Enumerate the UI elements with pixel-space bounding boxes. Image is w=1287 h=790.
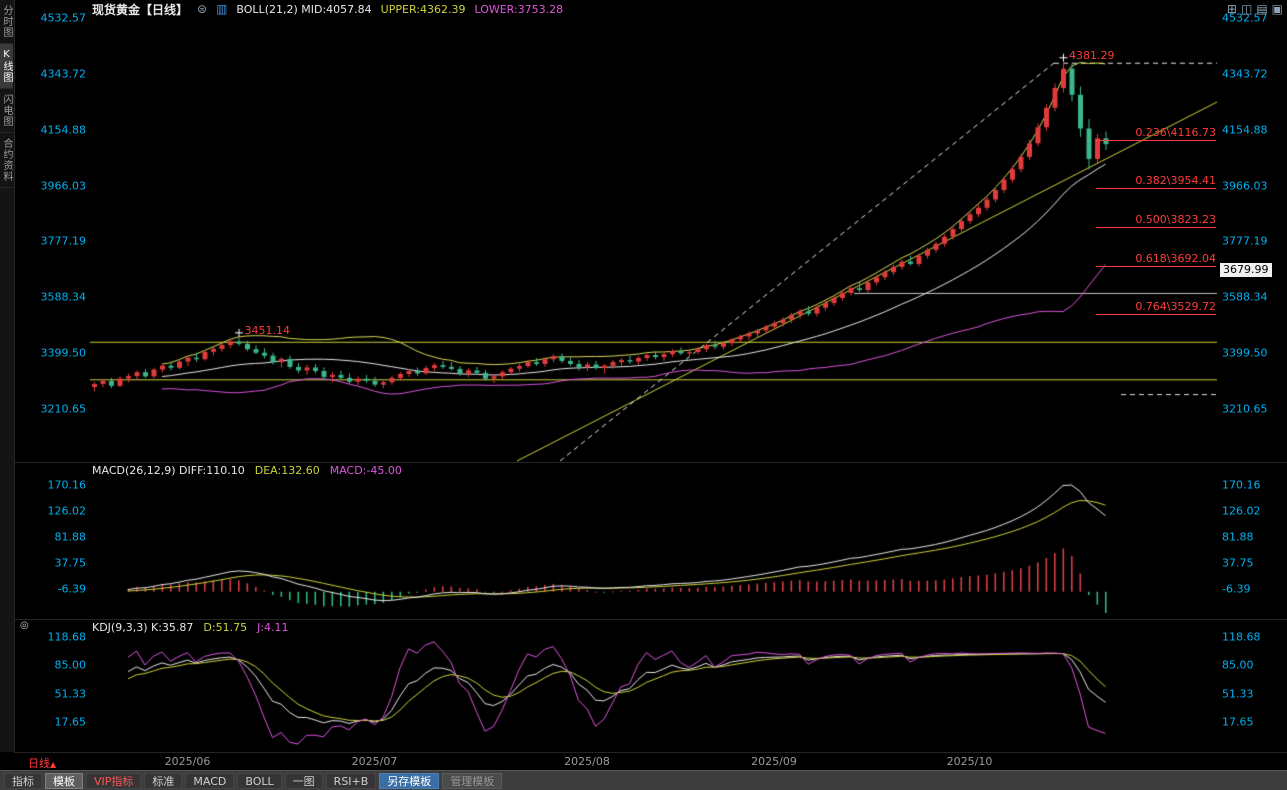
price-axis-label-left: 3588.34: [40, 290, 87, 304]
macd-axis-label-left: 81.88: [54, 530, 87, 544]
symbol-title: 现货黄金【日线】: [92, 2, 189, 17]
macd-axis-label-left: 170.16: [47, 478, 87, 492]
toolbar-templates[interactable]: 模板: [45, 772, 83, 789]
boll-lower-label: LOWER:3753.28: [474, 2, 564, 16]
macd-axis-label-right: 37.75: [1222, 556, 1254, 570]
price-axis-label-right: 3966.03: [1222, 179, 1268, 193]
kdj-axis-label-left: 51.33: [54, 687, 87, 701]
x-axis-label: 2025/08: [564, 755, 610, 768]
macd-dea-label: DEA:132.60: [254, 463, 320, 477]
macd-axis-label-right: 126.02: [1222, 504, 1261, 518]
layout-rows-icon[interactable]: ▤: [1256, 2, 1268, 16]
panel-divider: [14, 462, 1287, 463]
fib-level-label: 0.500\3823.23: [1096, 213, 1216, 228]
kdj-axis-label-left: 17.65: [54, 715, 87, 729]
macd-axis-label-left: 126.02: [47, 504, 87, 518]
kdj-axis-label-right: 118.68: [1222, 630, 1261, 644]
peak-price-label: 4381.29: [1069, 48, 1115, 62]
toolbar-save-template[interactable]: 另存模板: [379, 772, 440, 789]
fib-level-label: 0.618\3692.04: [1096, 252, 1216, 267]
price-axis-label-left: 3777.19: [40, 234, 87, 248]
layout-single-icon[interactable]: ▣: [1271, 2, 1283, 16]
period-selector[interactable]: 日线▲: [28, 755, 56, 771]
macd-axis-label-right: -6.39: [1222, 582, 1251, 596]
macd-axis-label-right: 81.88: [1222, 530, 1254, 544]
panel-divider: [14, 619, 1287, 620]
layout-controls: ⊞ ◫ ▤ ▣: [1227, 2, 1283, 16]
panel-divider: [14, 752, 1287, 753]
toolbar-vip-indicators[interactable]: VIP指标: [86, 772, 142, 789]
kdj-d-label: D:51.75: [203, 620, 248, 634]
toolbar-macd[interactable]: MACD: [185, 772, 235, 789]
toolbar-standard[interactable]: 标准: [144, 772, 183, 789]
macd-chart-canvas[interactable]: [14, 479, 1287, 619]
kdj-axis-label-right: 51.33: [1222, 687, 1254, 701]
price-chart-canvas[interactable]: [14, 18, 1287, 462]
layout-two-column-icon[interactable]: ◫: [1240, 2, 1253, 16]
kdj-axis-label-left: 85.00: [54, 658, 87, 672]
x-axis-label: 2025/07: [351, 755, 398, 768]
period-label: 日线: [28, 757, 50, 770]
macd-diff-label: MACD(26,12,9) DIFF:110.10: [92, 463, 245, 477]
kdj-axis-label-right: 85.00: [1222, 658, 1254, 672]
bottom-toolbar: 指标 模板 VIP指标 标准 MACD BOLL 一图 RSI+B 另存模板 管理模板: [0, 770, 1287, 790]
toolbar-indicators[interactable]: 指标: [4, 772, 42, 789]
price-axis-label-right: 3588.34: [1222, 290, 1268, 304]
boll-upper-label: UPPER:4362.39: [380, 2, 466, 16]
kdj-axis-label-left: 118.68: [47, 630, 87, 644]
symbol-settings-icon[interactable]: ⊜: [197, 2, 208, 16]
price-axis-label-right: 4532.57: [1222, 11, 1268, 25]
sidebar-tab-kline-chart[interactable]: K线图: [0, 44, 13, 89]
fib-level-label: 0.382\3954.41: [1096, 174, 1216, 189]
indicator-icon[interactable]: ▥: [216, 2, 228, 16]
x-axis-label: 2025/10: [946, 755, 993, 768]
macd-axis-label-right: 170.16: [1222, 478, 1261, 492]
x-axis-label: 2025/09: [751, 755, 797, 768]
kdj-settings-icon[interactable]: ◎: [20, 620, 29, 631]
price-axis-label-right: 3777.19: [1222, 234, 1268, 248]
macd-value-label: MACD:-45.00: [329, 463, 402, 477]
fib-level-label: 0.764\3529.72: [1096, 300, 1216, 315]
toolbar-one-chart[interactable]: 一图: [284, 772, 323, 789]
kdj-k-label: KDJ(9,3,3) K:35.87: [92, 620, 194, 634]
kdj-j-label: J:4.11: [257, 620, 289, 634]
x-axis-label: 2025/06: [164, 755, 211, 768]
price-axis-label-left: 3210.65: [40, 402, 87, 416]
layout-grid-icon[interactable]: ⊞: [1226, 2, 1237, 16]
price-axis-label-left: 3399.50: [40, 346, 87, 360]
boll-mid-label: BOLL(21,2) MID:4057.84: [236, 2, 372, 16]
peak-price-label: 3451.14: [244, 323, 291, 337]
kdj-axis-label-right: 17.65: [1222, 715, 1254, 729]
price-axis-label-left: 4154.88: [40, 123, 87, 137]
current-price-marker: 3679.99: [1220, 263, 1272, 278]
price-axis-label-right: 3399.50: [1222, 346, 1268, 360]
chart-type-sidebar: 分时图 K线图 闪电图 合约资料: [0, 0, 15, 752]
price-axis-label-right: 3210.65: [1222, 402, 1268, 416]
macd-axis-label-left: -6.39: [57, 582, 86, 596]
sidebar-tab-lightning-chart[interactable]: 闪电图: [0, 89, 13, 133]
toolbar-rsi-b[interactable]: RSI+B: [325, 772, 377, 789]
toolbar-manage-templates[interactable]: 管理模板: [442, 772, 503, 789]
toolbar-boll[interactable]: BOLL: [237, 772, 282, 789]
price-axis-label-right: 4343.72: [1222, 67, 1268, 81]
chart-header: 现货黄金【日线】 ⊜ ▥ BOLL(21,2) MID:4057.84 UPPE…: [92, 1, 563, 17]
sidebar-tab-contract-info[interactable]: 合约资料: [0, 133, 13, 188]
kdj-chart-canvas[interactable]: [14, 636, 1287, 752]
macd-axis-label-left: 37.75: [54, 556, 87, 570]
price-axis-label-left: 4532.57: [40, 11, 87, 25]
kdj-header: KDJ(9,3,3) K:35.87 D:51.75 J:4.11: [92, 620, 289, 634]
fib-level-label: 0.236\4116.73: [1096, 126, 1216, 141]
price-axis-label-left: 3966.03: [40, 179, 87, 193]
macd-header: MACD(26,12,9) DIFF:110.10 DEA:132.60 MAC…: [92, 463, 402, 477]
price-axis-label-left: 4343.72: [40, 67, 87, 81]
price-axis-label-right: 4154.88: [1222, 123, 1268, 137]
period-arrow-icon: ▲: [50, 760, 57, 769]
sidebar-tab-time-chart[interactable]: 分时图: [0, 0, 13, 44]
